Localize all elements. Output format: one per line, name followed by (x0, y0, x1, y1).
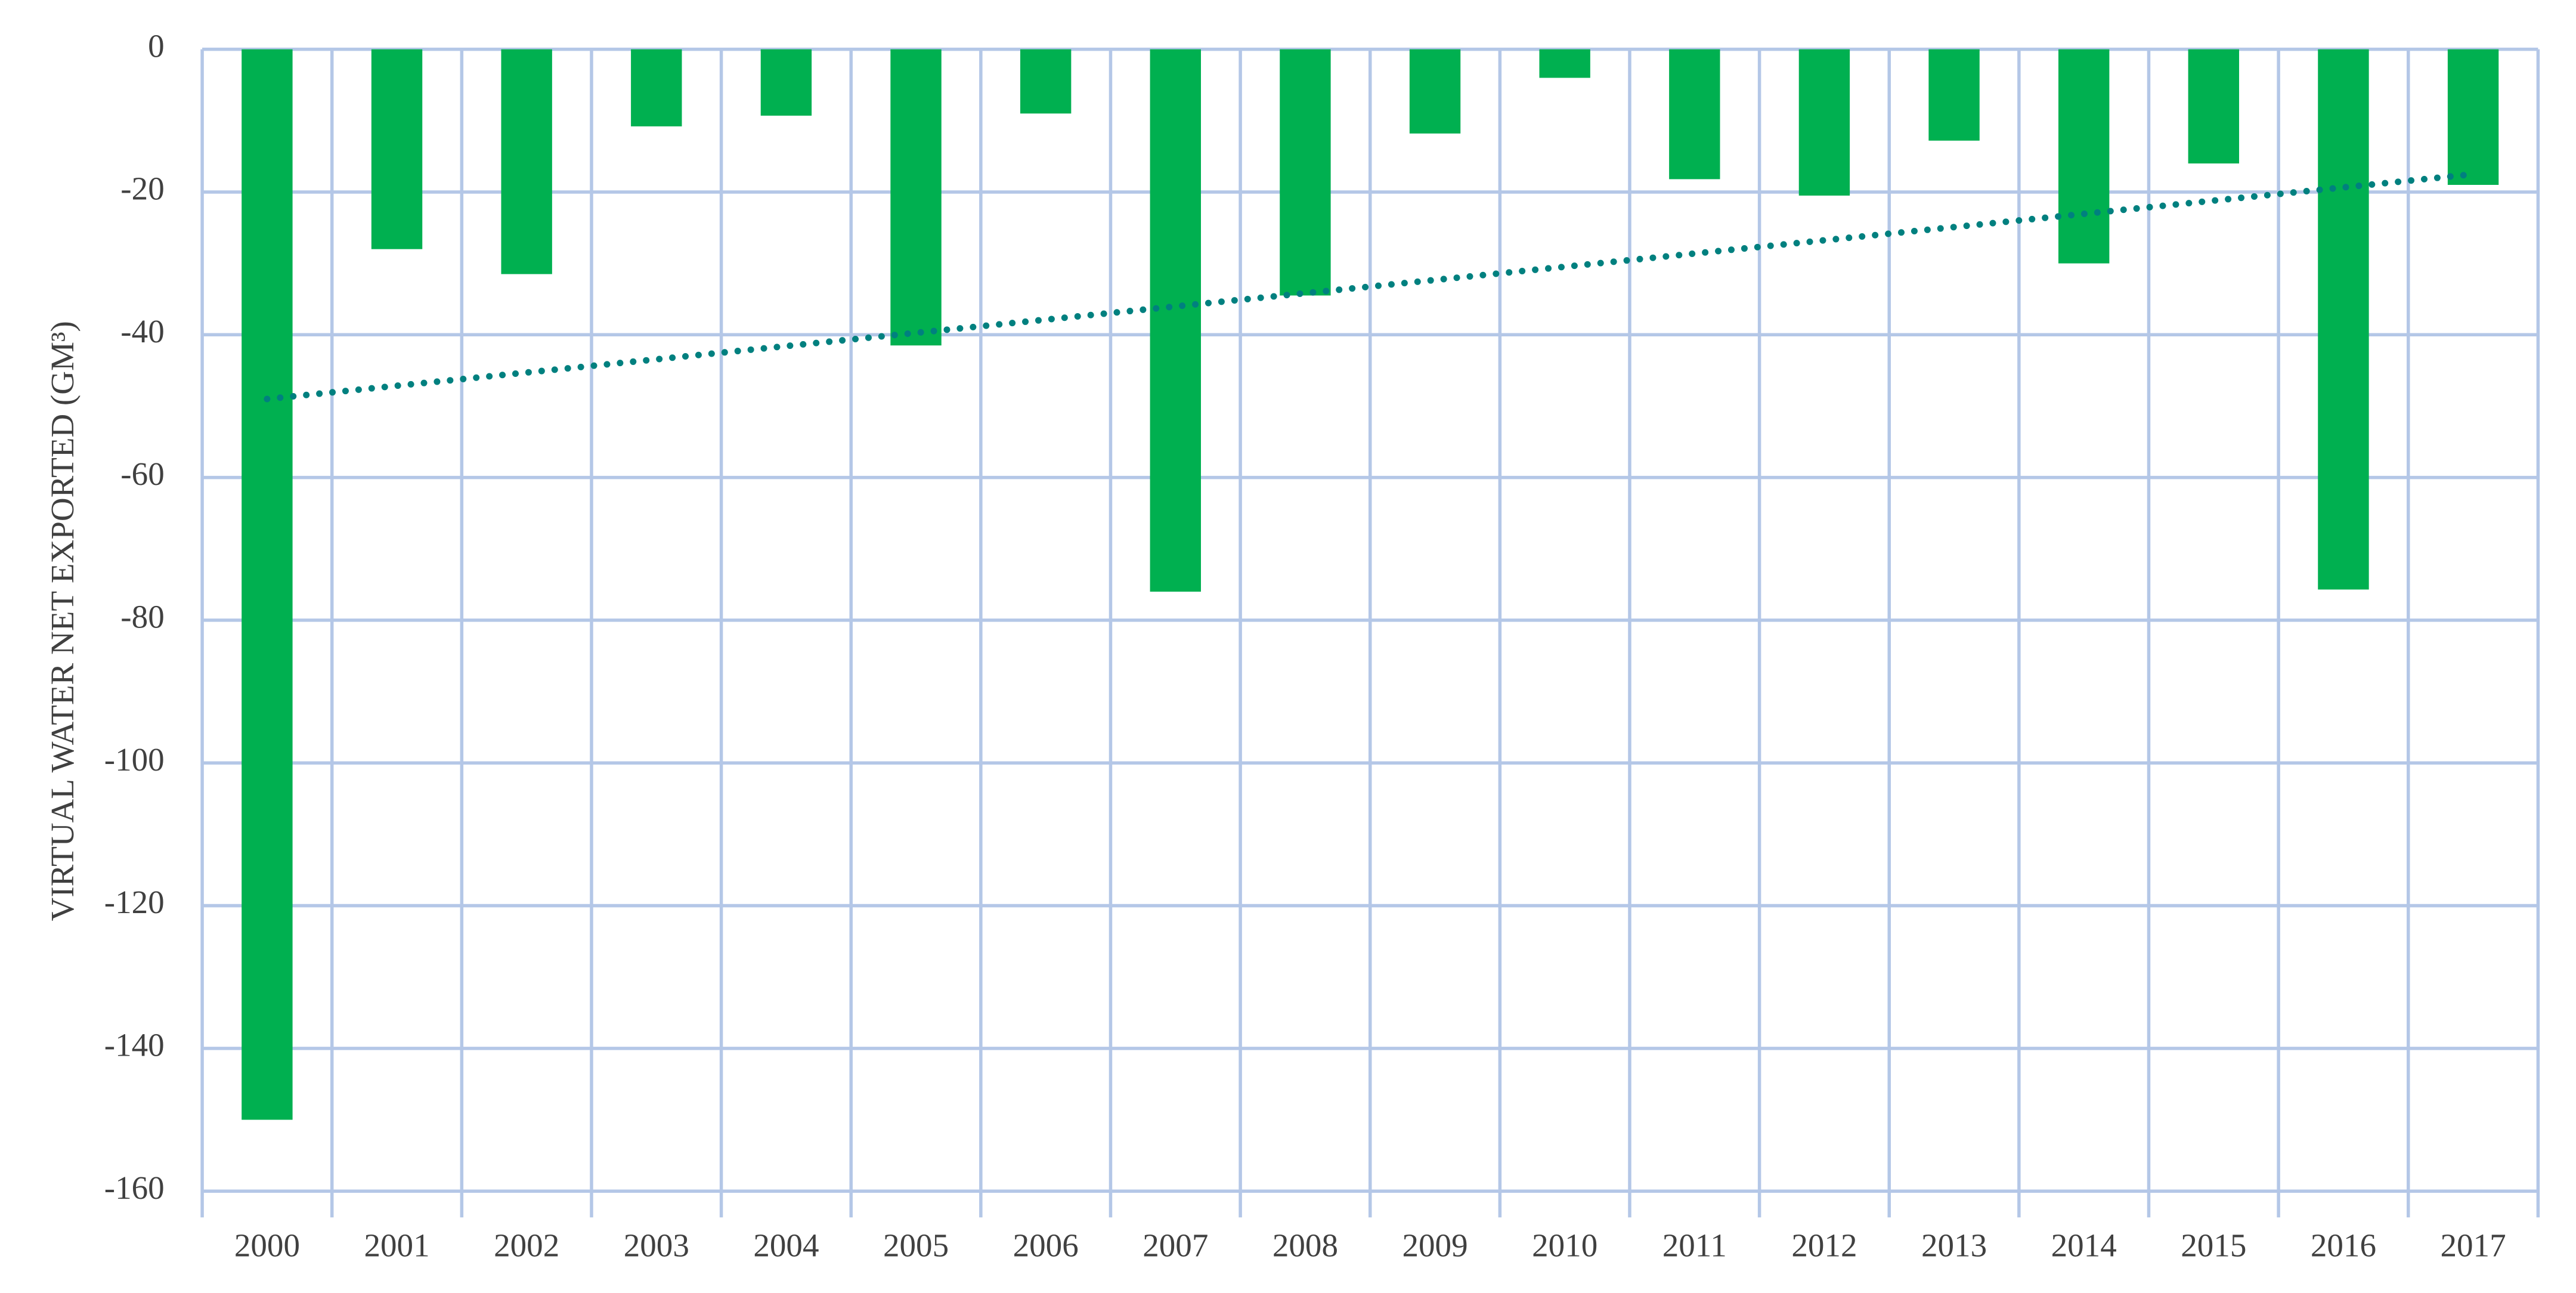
y-tick-label: -20 (120, 171, 164, 207)
x-tick-label: 2011 (1662, 1227, 1727, 1263)
x-tick-label: 2006 (1013, 1227, 1079, 1263)
y-tick-label: -40 (120, 313, 164, 349)
bar (1669, 49, 1720, 180)
y-tick-label: 0 (148, 27, 165, 64)
x-tick-label: 2003 (624, 1227, 689, 1263)
x-tick-label: 2013 (1921, 1227, 1987, 1263)
bar (1798, 49, 1850, 196)
x-tick-label: 2005 (883, 1227, 949, 1263)
x-tick-label: 2001 (364, 1227, 429, 1263)
y-tick-label: -100 (104, 741, 165, 778)
x-tick-label: 2007 (1143, 1227, 1208, 1263)
y-tick-label: -140 (104, 1027, 165, 1063)
bar (371, 49, 423, 249)
bar (760, 49, 812, 116)
x-tick-label: 2015 (2181, 1227, 2246, 1263)
bar (2058, 49, 2110, 264)
bar (890, 49, 942, 346)
bar (242, 49, 293, 1120)
bar (501, 49, 552, 274)
x-tick-label: 2000 (234, 1227, 300, 1263)
bar (631, 49, 682, 126)
bar (1539, 49, 1590, 78)
x-tick-label: 2008 (1272, 1227, 1338, 1263)
x-tick-label: 2014 (2051, 1227, 2117, 1263)
bar (2447, 49, 2499, 185)
trendline (264, 171, 2477, 403)
bar (2318, 49, 2369, 590)
x-tick-label: 2004 (753, 1227, 819, 1263)
bar (2188, 49, 2240, 164)
bar (1409, 49, 1461, 134)
y-axis-title: VIRTUAL WATER NET EXPORTED (GM³) (44, 321, 80, 921)
bar (1280, 49, 1331, 296)
y-tick-label: -60 (120, 456, 164, 492)
x-tick-label: 2017 (2440, 1227, 2506, 1263)
bar (1928, 49, 1980, 141)
x-tick-label: 2009 (1402, 1227, 1467, 1263)
x-tick-label: 2016 (2311, 1227, 2376, 1263)
x-tick-label: 2012 (1791, 1227, 1857, 1263)
y-tick-label: -120 (104, 884, 165, 920)
y-tick-label: -160 (104, 1170, 165, 1206)
bar (1020, 49, 1072, 114)
x-tick-label: 2010 (1532, 1227, 1597, 1263)
x-tick-label: 2002 (494, 1227, 559, 1263)
bar (1150, 49, 1201, 592)
y-tick-label: -80 (120, 599, 164, 635)
